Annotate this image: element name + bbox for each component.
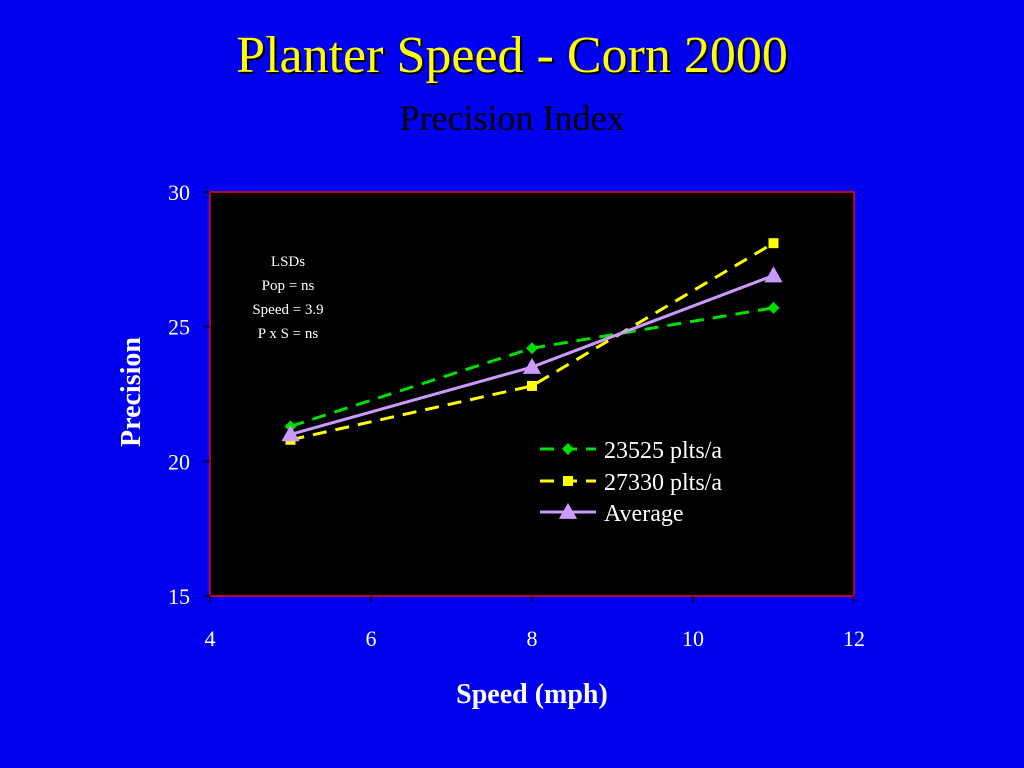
legend-label: 23525 plts/a [604, 438, 722, 464]
legend-marker [562, 443, 574, 455]
x-tick-label: 10 [682, 626, 704, 651]
x-tick-label: 8 [527, 626, 538, 651]
x-axis-title: Speed (mph) [456, 679, 608, 710]
y-tick-label: 20 [168, 449, 190, 474]
series-line [290, 241, 775, 442]
slide-title: Planter Speed - Corn 2000 [236, 27, 788, 84]
legend-label: 27330 plts/a [604, 470, 722, 496]
legend-label: Average [604, 501, 684, 527]
y-axis-title: Precision [116, 337, 147, 447]
lsd-annotation: LSDs Pop = ns Speed = 3.9 P x S = ns [252, 254, 323, 342]
y-tick-label: 15 [168, 584, 190, 609]
annotation-line: LSDs [271, 254, 305, 270]
x-tick-label: 6 [366, 626, 377, 651]
data-point [522, 357, 542, 374]
y-tick-label: 25 [168, 315, 190, 340]
slide-subtitle: Precision Index [399, 98, 625, 138]
series-2 [281, 266, 783, 442]
annotation-line: Pop = ns [262, 278, 315, 294]
legend: 23525 plts/a 27330 plts/a Average [540, 438, 722, 527]
data-point [767, 301, 780, 314]
y-tick-label: 30 [168, 180, 190, 205]
data-point [768, 238, 779, 249]
data-point [527, 380, 537, 391]
legend-marker [558, 502, 578, 519]
data-point [281, 425, 300, 442]
annotation-line: Speed = 3.9 [252, 302, 323, 318]
x-tick-label: 12 [843, 626, 865, 651]
annotation-line: P x S = ns [258, 326, 319, 342]
data-point [526, 342, 538, 355]
x-tick-label: 4 [205, 626, 216, 651]
legend-marker [563, 476, 573, 486]
data-point [764, 266, 783, 283]
